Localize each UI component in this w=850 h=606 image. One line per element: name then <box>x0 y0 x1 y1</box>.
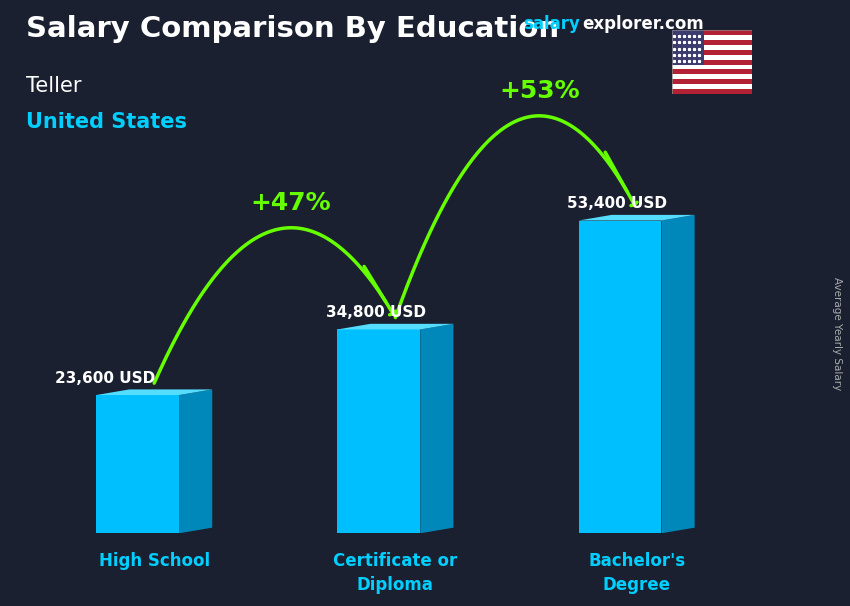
Polygon shape <box>96 390 212 395</box>
Bar <box>672 65 752 70</box>
Polygon shape <box>337 324 453 330</box>
Text: Bachelor's
Degree: Bachelor's Degree <box>588 552 685 594</box>
Polygon shape <box>579 221 661 533</box>
Bar <box>672 84 752 89</box>
Text: 34,800 USD: 34,800 USD <box>326 305 426 320</box>
Bar <box>672 40 752 45</box>
Text: 23,600 USD: 23,600 USD <box>54 371 155 385</box>
Bar <box>672 70 752 75</box>
Polygon shape <box>420 324 453 533</box>
Text: explorer.com: explorer.com <box>582 15 704 33</box>
Polygon shape <box>179 390 212 533</box>
Polygon shape <box>96 395 179 533</box>
Bar <box>672 45 752 50</box>
Text: Teller: Teller <box>26 76 81 96</box>
Text: High School: High School <box>99 552 210 570</box>
Bar <box>672 79 752 84</box>
Text: +53%: +53% <box>499 79 580 103</box>
Bar <box>672 75 752 79</box>
Bar <box>672 30 704 65</box>
Text: Average Yearly Salary: Average Yearly Salary <box>832 277 842 390</box>
Bar <box>672 55 752 59</box>
Bar <box>672 35 752 40</box>
Polygon shape <box>337 330 420 533</box>
Bar <box>672 50 752 55</box>
Text: Salary Comparison By Education: Salary Comparison By Education <box>26 15 558 43</box>
Bar <box>672 30 752 35</box>
Polygon shape <box>579 215 694 221</box>
Text: Certificate or
Diploma: Certificate or Diploma <box>333 552 457 594</box>
Bar <box>672 89 752 94</box>
Bar <box>672 59 752 65</box>
Text: United States: United States <box>26 112 186 132</box>
Text: 53,400 USD: 53,400 USD <box>567 196 667 211</box>
Text: salary: salary <box>523 15 580 33</box>
Text: +47%: +47% <box>251 191 332 215</box>
Polygon shape <box>661 215 694 533</box>
